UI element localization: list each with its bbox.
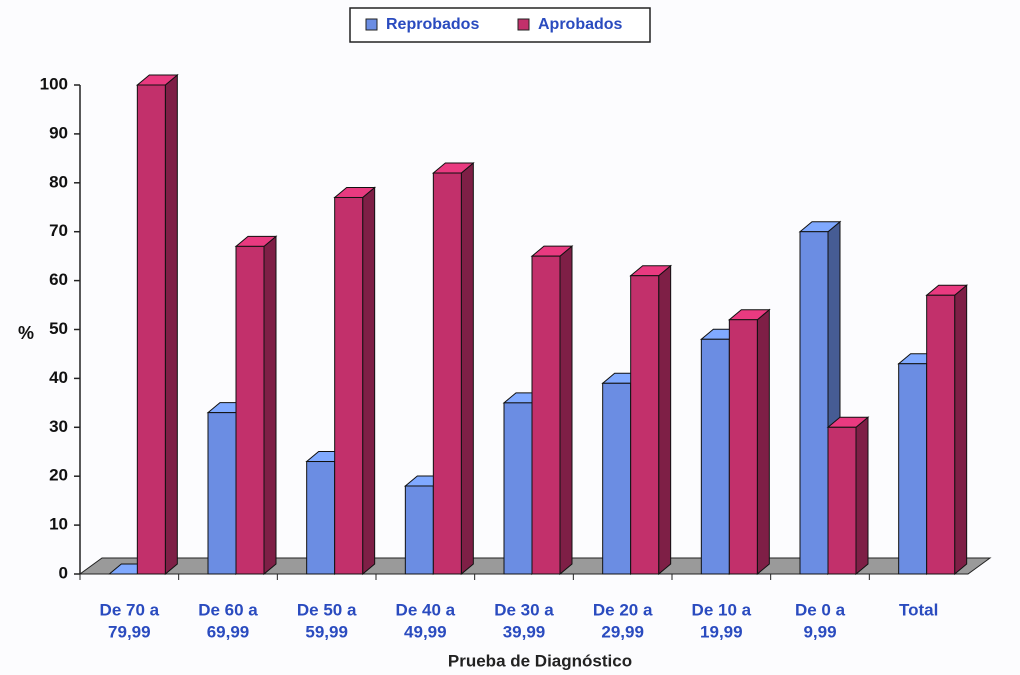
y-axis-label: % [18,323,34,343]
y-tick-label: 80 [49,172,68,191]
bar [926,294,956,575]
x-tick-label: 49,99 [404,622,447,641]
y-tick-label: 10 [49,515,68,534]
x-tick-label: 79,99 [108,622,151,641]
y-tick-label: 100 [40,74,68,93]
legend-swatch [365,18,378,31]
bar-side [460,161,474,576]
bar [306,461,336,575]
bar [235,245,265,575]
x-tick-label: De 70 a [100,600,160,619]
y-tick-label: 70 [49,221,68,240]
x-tick-label: De 10 a [692,600,752,619]
bar-side [756,308,770,576]
y-tick-label: 90 [49,123,68,142]
y-tick-label: 30 [49,417,68,436]
x-tick-label: De 20 a [593,600,653,619]
bar [602,382,632,575]
bar [334,196,364,575]
x-tick-label: 59,99 [305,622,348,641]
y-tick-label: 20 [49,466,68,485]
bar [136,84,166,575]
x-tick-label: 29,99 [601,622,644,641]
x-tick-label: 39,99 [503,622,546,641]
legend [349,7,651,43]
bar-side [954,284,968,576]
legend-swatch [517,18,530,31]
bar [432,172,462,575]
bar-side [164,73,178,576]
legend-label: Aprobados [538,16,623,33]
bar-side [362,186,376,576]
x-tick-label: De 60 a [198,600,258,619]
bar-side [658,264,672,576]
y-tick-label: 0 [59,563,68,582]
legend-label: Reprobados [386,16,479,33]
x-tick-label: 9,99 [803,622,836,641]
x-tick-label: 69,99 [207,622,250,641]
y-tick-label: 50 [49,319,68,338]
x-tick-label: De 30 a [494,600,554,619]
x-tick-label: 19,99 [700,622,743,641]
x-tick-label: De 0 a [795,600,846,619]
bar [700,338,730,575]
y-tick-label: 40 [49,368,68,387]
bar [531,255,561,575]
bar [827,426,857,575]
bar [503,402,533,575]
x-tick-label: De 40 a [396,600,456,619]
bar [898,363,928,575]
bar [630,275,660,575]
y-tick-label: 60 [49,270,68,289]
bar-side [855,416,869,576]
x-tick-label: De 50 a [297,600,357,619]
bar [728,319,758,575]
x-tick-label: Total [899,600,938,619]
bar-side [559,245,573,576]
bar [404,485,434,575]
x-axis-label: Prueba de Diagnóstico [448,651,632,670]
bar [207,412,237,575]
bar-side [263,235,277,576]
bar [799,231,829,575]
